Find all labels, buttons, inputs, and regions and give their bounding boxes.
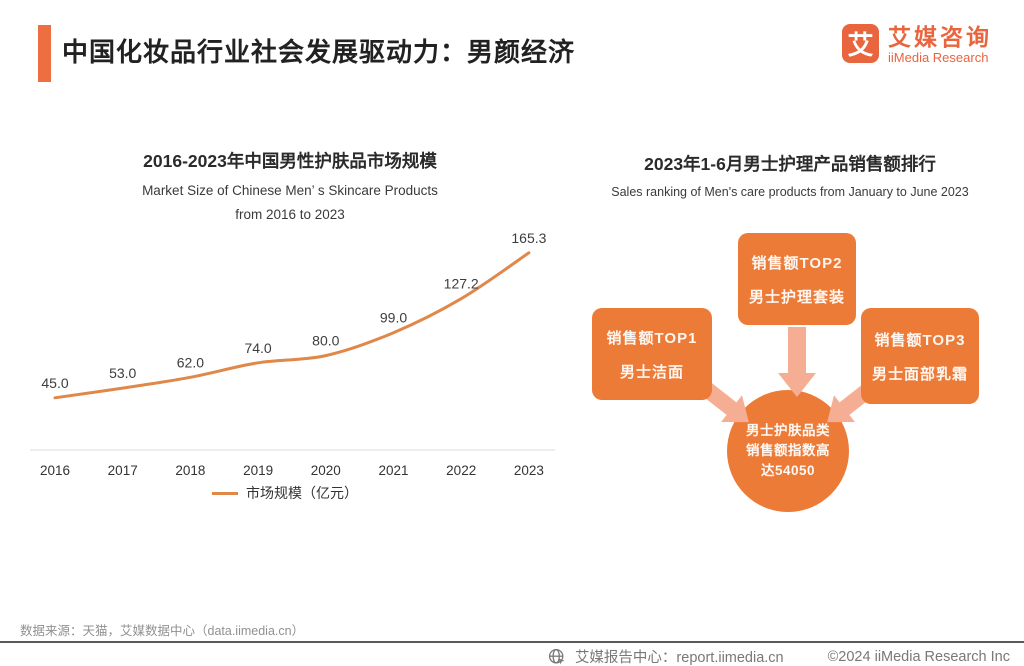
legend-line-marker bbox=[212, 491, 238, 495]
top2-product: 男士护理套装 bbox=[748, 288, 845, 306]
data-source-note: 数据来源：天猫，艾媒数据中心（data.iimedia.cn） bbox=[20, 624, 305, 638]
left-chart-subtitle-1: Market Size of Chinese Men’ s Skincare P… bbox=[142, 183, 438, 198]
data-label: 45.0 bbox=[41, 375, 68, 391]
data-label: 53.0 bbox=[109, 365, 136, 381]
data-label: 99.0 bbox=[380, 310, 407, 326]
circle-line3: 达54050 bbox=[760, 463, 816, 479]
logo-text: 艾媒咨询 iiMedia Research bbox=[888, 24, 992, 65]
circle-line1: 男士护肤品类 bbox=[746, 422, 830, 438]
data-label: 80.0 bbox=[312, 333, 339, 349]
market-size-line-chart: 45.0 53.0 62.0 74.0 80.0 99.0 127.2 165.3 2016 20… bbox=[30, 230, 555, 478]
top2-box: 销售额TOP2 男士护理套装 bbox=[738, 233, 856, 325]
footer-right: 艾媒报告中心：report.iimedia.cn ©2024 iiMedia R… bbox=[548, 646, 1010, 666]
x-tick-label: 2016 bbox=[40, 463, 70, 478]
right-chart-subtitle: Sales ranking of Men's care products fro… bbox=[611, 185, 969, 199]
x-tick-label: 2019 bbox=[243, 463, 273, 478]
top1-box: 销售额TOP1 男士洁面 bbox=[592, 308, 712, 400]
top3-box: 销售额TOP3 男士面部乳霜 bbox=[861, 308, 979, 404]
top3-product: 男士面部乳霜 bbox=[871, 365, 968, 383]
globe-cursor-icon bbox=[548, 648, 565, 664]
right-chart-title: 2023年1-6月男士护理产品销售额排行 bbox=[644, 154, 936, 174]
top3-rank-label: 销售额TOP3 bbox=[874, 331, 966, 349]
data-label: 165.3 bbox=[511, 230, 546, 246]
market-size-line bbox=[53, 251, 531, 400]
top2-rank-label: 销售额TOP2 bbox=[751, 254, 843, 272]
top1-product: 男士洁面 bbox=[619, 363, 684, 381]
data-label: 127.2 bbox=[444, 276, 479, 292]
x-tick-label: 2020 bbox=[311, 463, 341, 478]
data-label: 74.0 bbox=[244, 340, 271, 356]
footer-divider bbox=[0, 641, 1024, 643]
title-accent-bar bbox=[38, 25, 51, 82]
left-chart-title: 2016-2023年中国男性护肤品市场规模 bbox=[143, 151, 437, 171]
x-tick-label: 2022 bbox=[446, 463, 476, 478]
copyright-text: ©2024 iiMedia Research Inc bbox=[827, 648, 1010, 665]
arrow-down-icon bbox=[778, 327, 816, 397]
right-chart-titles: 2023年1-6月男士护理产品销售额排行 Sales ranking of Me… bbox=[570, 151, 1010, 199]
logo-name-en: iiMedia Research bbox=[888, 50, 989, 65]
report-center-text: 艾媒报告中心：report.iimedia.cn bbox=[574, 650, 784, 666]
iimedia-logo-icon: 艾 bbox=[842, 24, 879, 63]
chart-legend: 市场规模（亿元） bbox=[10, 483, 560, 503]
x-tick-label: 2018 bbox=[175, 463, 205, 478]
legend-label: 市场规模（亿元） bbox=[246, 485, 358, 501]
left-chart-subtitle-2: from 2016 to 2023 bbox=[235, 207, 345, 222]
x-tick-label: 2017 bbox=[108, 463, 138, 478]
data-label: 62.0 bbox=[177, 354, 204, 370]
iimedia-logo: 艾 艾媒咨询 iiMedia Research bbox=[842, 24, 992, 65]
circle-line2: 销售额指数高 bbox=[746, 442, 830, 458]
page-title: 中国化妆品行业社会发展驱动力：男颜经济 bbox=[62, 37, 576, 67]
logo-name-cn: 艾媒咨询 bbox=[888, 24, 992, 50]
sales-index-circle: 男士护肤品类 销售额指数高 达54050 bbox=[727, 390, 849, 512]
top1-rank-label: 销售额TOP1 bbox=[606, 329, 698, 347]
x-tick-label: 2021 bbox=[378, 463, 408, 478]
x-tick-label: 2023 bbox=[514, 463, 544, 478]
left-chart-titles: 2016-2023年中国男性护肤品市场规模 Market Size of Chi… bbox=[20, 148, 560, 231]
